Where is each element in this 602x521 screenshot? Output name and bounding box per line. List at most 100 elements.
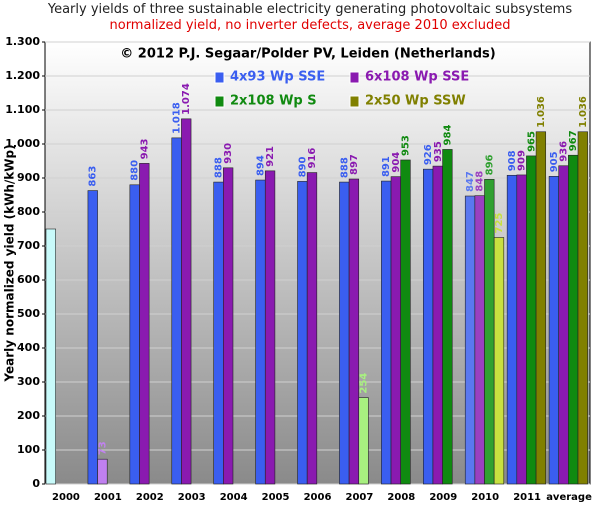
data-label: 965 bbox=[526, 131, 537, 152]
bar bbox=[474, 195, 485, 485]
bar bbox=[558, 165, 569, 485]
data-label: 896 bbox=[484, 154, 495, 175]
bar bbox=[400, 159, 411, 485]
y-axis-label: Yearly normalized yield (kWh/kWp) bbox=[3, 144, 17, 382]
x-tick-label: 2006 bbox=[304, 492, 332, 503]
y-tick-label: 1.200 bbox=[5, 69, 40, 82]
y-tick-label: 1.000 bbox=[5, 137, 40, 150]
y-tick-label: 600 bbox=[17, 273, 40, 286]
data-label: 73 bbox=[97, 441, 108, 455]
data-label: 1.074 bbox=[181, 83, 192, 115]
bar bbox=[484, 179, 495, 485]
x-tick-label: 2003 bbox=[178, 492, 206, 503]
y-tick-label: 400 bbox=[17, 341, 40, 354]
bar bbox=[358, 397, 369, 485]
bar bbox=[129, 184, 140, 485]
bar bbox=[255, 179, 266, 485]
bar bbox=[171, 137, 182, 485]
data-label: 935 bbox=[433, 141, 444, 162]
data-label: 888 bbox=[339, 157, 350, 178]
legend-swatch bbox=[349, 95, 360, 108]
y-tick-label: 0 bbox=[32, 477, 40, 490]
x-tick-label: 2007 bbox=[346, 492, 374, 503]
bar bbox=[348, 178, 360, 485]
data-label: 863 bbox=[88, 166, 99, 187]
data-label: 943 bbox=[139, 138, 150, 159]
x-tick-label: 2001 bbox=[94, 492, 122, 503]
data-label: 930 bbox=[223, 143, 234, 164]
y-tick-label: 1.100 bbox=[5, 103, 40, 116]
bar bbox=[432, 165, 443, 485]
data-label: 953 bbox=[400, 135, 411, 156]
annotation: © 2012 P.J. Segaar/Polder PV, Leiden (Ne… bbox=[120, 47, 495, 62]
legend-label: 6x108 Wp SSE bbox=[365, 70, 469, 85]
bar bbox=[139, 163, 150, 485]
data-label: 926 bbox=[423, 144, 434, 165]
bar bbox=[181, 118, 192, 485]
y-tick-label: 1.300 bbox=[5, 35, 40, 48]
bar bbox=[535, 131, 547, 485]
y-tick-label: 700 bbox=[17, 239, 40, 252]
y-tick-label: 100 bbox=[17, 443, 40, 456]
bar bbox=[548, 176, 560, 485]
data-label: 890 bbox=[297, 156, 308, 177]
bar bbox=[264, 170, 276, 485]
data-label: 848 bbox=[475, 171, 486, 192]
bar bbox=[213, 181, 224, 485]
bar bbox=[568, 154, 579, 485]
data-label: 894 bbox=[255, 155, 266, 176]
bar bbox=[87, 190, 98, 485]
y-tick-label: 500 bbox=[17, 307, 40, 320]
data-label: 984 bbox=[442, 125, 453, 146]
bar bbox=[577, 131, 588, 485]
data-label: 891 bbox=[381, 156, 392, 177]
chart-title: Yearly yields of three sustainable elect… bbox=[47, 2, 573, 17]
y-tick-label: 900 bbox=[17, 171, 40, 184]
legend-label: 2x50 Wp SSW bbox=[365, 94, 466, 109]
bar bbox=[381, 180, 392, 485]
data-label: 936 bbox=[559, 141, 570, 162]
bar bbox=[97, 458, 108, 485]
bar bbox=[223, 167, 234, 485]
bar bbox=[390, 176, 401, 485]
data-label: 725 bbox=[494, 213, 505, 234]
chart-subtitle: normalized yield, no inverter defects, a… bbox=[109, 18, 511, 33]
data-label: 888 bbox=[214, 157, 225, 178]
x-tick-label: 2008 bbox=[387, 492, 415, 503]
bar bbox=[45, 228, 56, 485]
x-tick-label: 2011 bbox=[513, 492, 541, 503]
x-tick-label: 2009 bbox=[429, 492, 457, 503]
data-label: 847 bbox=[465, 171, 476, 192]
data-label: 916 bbox=[307, 148, 318, 169]
legend-label: 2x108 Wp S bbox=[230, 94, 317, 109]
data-label: 1.018 bbox=[172, 102, 183, 134]
x-tick-label: 2000 bbox=[52, 492, 80, 503]
data-label: 904 bbox=[391, 152, 402, 173]
data-label: 1.036 bbox=[536, 96, 547, 128]
x-tick-label: 2004 bbox=[220, 492, 248, 503]
data-label: 880 bbox=[130, 160, 141, 181]
x-tick-label: 2005 bbox=[262, 492, 290, 503]
bar bbox=[339, 181, 350, 485]
data-label: 909 bbox=[517, 150, 528, 171]
data-label: 897 bbox=[349, 154, 360, 175]
bar bbox=[493, 237, 505, 485]
bar bbox=[423, 168, 434, 485]
data-label: 908 bbox=[507, 150, 518, 171]
legend-label: 4x93 Wp SSE bbox=[230, 70, 325, 85]
data-label: 921 bbox=[265, 146, 276, 167]
bar bbox=[526, 155, 537, 485]
bar bbox=[506, 174, 518, 485]
bar bbox=[516, 174, 527, 485]
bar bbox=[464, 195, 476, 485]
x-tick-label: 2010 bbox=[471, 492, 499, 503]
data-label: 254 bbox=[359, 373, 370, 394]
y-tick-label: 300 bbox=[17, 375, 40, 388]
legend-swatch bbox=[214, 71, 225, 84]
data-label: 905 bbox=[549, 151, 560, 172]
legend-swatch bbox=[214, 95, 225, 108]
bar bbox=[297, 181, 308, 485]
y-tick-label: 800 bbox=[17, 205, 40, 218]
